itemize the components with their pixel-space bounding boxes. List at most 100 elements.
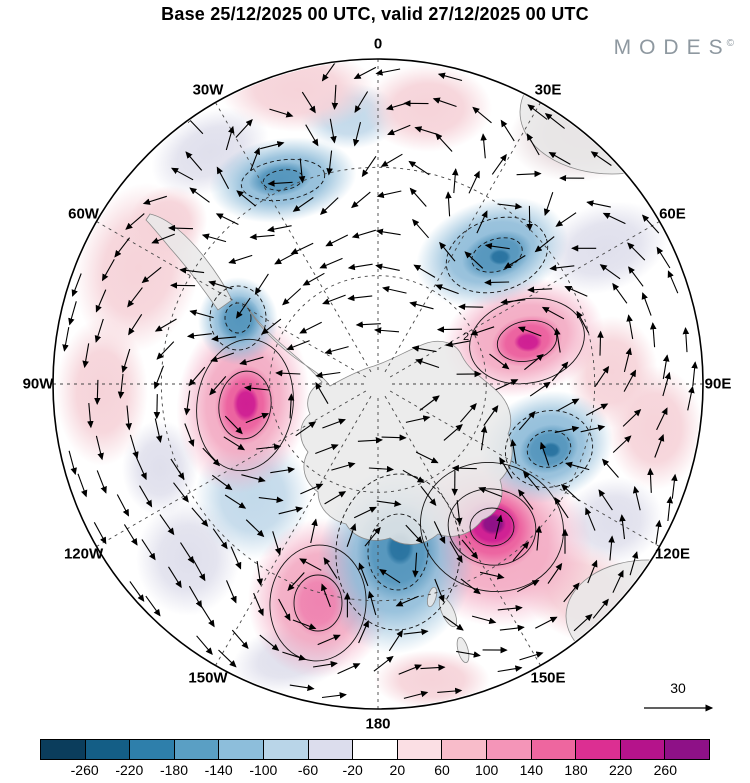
wind-arrow bbox=[585, 507, 596, 531]
wind-arrow bbox=[590, 151, 612, 166]
wind-arrow bbox=[592, 598, 609, 619]
antarctica-outline bbox=[243, 301, 513, 545]
colorbar-tick-label: 140 bbox=[519, 762, 544, 778]
wind-arrow bbox=[472, 106, 492, 124]
wind-arrow bbox=[411, 345, 437, 353]
colorbar-cell bbox=[531, 740, 577, 759]
wind-arrow bbox=[629, 551, 639, 576]
wind-arrow bbox=[612, 569, 624, 593]
wind-arrow bbox=[456, 650, 481, 658]
colorbar-tick-label: 220 bbox=[608, 762, 633, 778]
wind-arrow bbox=[379, 568, 401, 584]
wind-arrow bbox=[623, 369, 637, 392]
wind-arrow bbox=[209, 376, 227, 396]
wind-arrow bbox=[602, 212, 626, 225]
wind-arrow bbox=[267, 225, 292, 233]
wind-arrow bbox=[402, 469, 425, 483]
wind-arrow bbox=[535, 525, 542, 551]
wind-arrow bbox=[261, 318, 282, 335]
wind-arrow bbox=[269, 108, 294, 118]
wind-arrow bbox=[518, 410, 536, 431]
wind-arrow bbox=[433, 521, 446, 544]
wind-arrow bbox=[315, 444, 339, 455]
wind-arrow bbox=[310, 518, 318, 544]
wind-arrow bbox=[168, 566, 182, 589]
wind-arrow bbox=[619, 514, 626, 540]
wind-arrow bbox=[289, 684, 315, 692]
colorbar-cell bbox=[219, 740, 264, 759]
wind-arrow bbox=[302, 272, 325, 286]
wind-arrow bbox=[612, 435, 632, 453]
wind-arrow bbox=[414, 126, 439, 136]
wind-arrow bbox=[298, 158, 306, 184]
wind-arrow bbox=[208, 280, 233, 290]
wind-arrow bbox=[218, 649, 237, 668]
longitude-label-90W: 90W bbox=[22, 375, 54, 393]
wind-arrow bbox=[320, 197, 339, 215]
wind-arrow bbox=[451, 168, 459, 194]
wind-arrow bbox=[395, 595, 419, 607]
colorbar-tick-label: -220 bbox=[115, 762, 144, 778]
colorbar-cell bbox=[85, 740, 131, 759]
wind-arrow bbox=[357, 436, 383, 444]
wind-arrow bbox=[599, 264, 621, 280]
wind-arrow bbox=[594, 365, 610, 388]
colorbar-tick-label: -140 bbox=[204, 762, 233, 778]
wind-arrow bbox=[405, 415, 431, 423]
wind-arrow bbox=[68, 450, 77, 476]
colorbar-tick-label: 100 bbox=[474, 762, 499, 778]
colorbar bbox=[40, 739, 710, 760]
longitude-label-60E: 60E bbox=[659, 205, 686, 223]
wind-arrow bbox=[292, 197, 314, 212]
wind-arrow bbox=[449, 541, 463, 564]
wind-arrow bbox=[586, 200, 611, 208]
wind-arrow bbox=[409, 187, 427, 207]
wind-arrow bbox=[412, 552, 419, 578]
wind-arrow bbox=[321, 692, 347, 699]
wind-arrow bbox=[622, 409, 642, 427]
longitude-label-150W: 150W bbox=[188, 669, 228, 687]
wind-arrow bbox=[539, 441, 550, 466]
wind-arrow bbox=[354, 91, 369, 113]
wind-arrow bbox=[300, 483, 324, 495]
wind-arrow bbox=[278, 506, 304, 515]
meridian-line bbox=[215, 395, 372, 666]
colorbar-tick-label: 20 bbox=[389, 762, 406, 778]
wind-arrow bbox=[585, 403, 609, 416]
wind-arrow bbox=[484, 242, 510, 250]
wind-arrow bbox=[564, 285, 588, 297]
wind-arrow bbox=[101, 259, 115, 282]
wind-arrow bbox=[409, 301, 434, 310]
wind-arrow bbox=[597, 330, 604, 356]
wind-arrow bbox=[153, 365, 165, 390]
wind-arrow bbox=[580, 424, 606, 433]
wind-arrow bbox=[541, 306, 565, 320]
wind-arrow bbox=[361, 155, 377, 178]
wind-arrow bbox=[179, 267, 205, 274]
wind-arrow bbox=[382, 285, 407, 294]
colorbar-cell bbox=[620, 740, 666, 759]
wind-arrow bbox=[202, 447, 221, 467]
wind-arrow bbox=[292, 619, 317, 630]
wind-arrow bbox=[245, 519, 265, 538]
positive-contour-lines bbox=[196, 297, 585, 662]
wind-arrow bbox=[287, 393, 295, 419]
wind-arrow bbox=[324, 346, 349, 355]
wind-arrow bbox=[601, 458, 619, 478]
wind-arrow bbox=[655, 519, 662, 545]
contour-value-label: 2 bbox=[463, 331, 470, 343]
colorbar-cell bbox=[174, 740, 220, 759]
wind-arrow bbox=[154, 318, 177, 332]
wind-arrow bbox=[464, 251, 484, 269]
wind-arrow bbox=[691, 361, 698, 387]
wind-arrow bbox=[380, 153, 403, 167]
wind-arrow bbox=[241, 474, 266, 483]
wind-arrow bbox=[671, 473, 678, 499]
wind-arrow bbox=[282, 288, 302, 306]
wind-arrow bbox=[468, 170, 480, 194]
wind-arrow bbox=[168, 224, 194, 232]
latitude-circle bbox=[160, 166, 596, 602]
wind-arrow bbox=[321, 60, 337, 82]
wind-arrow bbox=[352, 121, 362, 147]
